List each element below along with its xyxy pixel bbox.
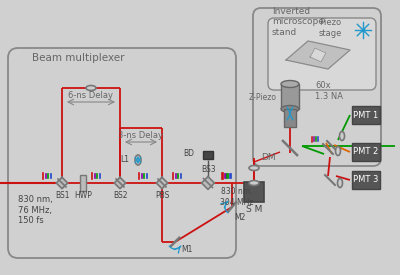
- Ellipse shape: [249, 180, 259, 186]
- Ellipse shape: [281, 106, 299, 112]
- Bar: [284, 109, 296, 127]
- Text: BS3: BS3: [202, 164, 216, 174]
- Ellipse shape: [338, 178, 342, 188]
- Bar: [352, 106, 380, 124]
- Bar: [352, 143, 380, 161]
- Bar: [352, 171, 380, 189]
- Ellipse shape: [86, 86, 96, 90]
- Polygon shape: [56, 177, 68, 189]
- FancyBboxPatch shape: [268, 18, 376, 90]
- Text: 6-ns Delay: 6-ns Delay: [68, 90, 114, 100]
- Text: PMT 3: PMT 3: [353, 175, 379, 185]
- Text: Z-Piezo: Z-Piezo: [249, 92, 277, 101]
- Polygon shape: [202, 177, 214, 189]
- Text: Inverted
microscope
stand: Inverted microscope stand: [272, 7, 324, 37]
- Polygon shape: [310, 48, 326, 62]
- Text: BS1: BS1: [55, 191, 69, 200]
- Text: L1: L1: [120, 155, 129, 164]
- Text: 3-ns Delay: 3-ns Delay: [118, 131, 164, 139]
- Text: PBS: PBS: [155, 191, 169, 200]
- Ellipse shape: [281, 81, 299, 87]
- Polygon shape: [114, 177, 126, 189]
- Text: HWP: HWP: [74, 191, 92, 200]
- Text: M1: M1: [181, 246, 193, 254]
- Bar: [203, 151, 213, 159]
- Text: BS2: BS2: [113, 191, 127, 200]
- Text: 60x
1.3 NA: 60x 1.3 NA: [315, 81, 343, 101]
- Text: 830 nm,
304 MHz: 830 nm, 304 MHz: [220, 187, 254, 207]
- Bar: [281, 84, 299, 109]
- Text: M2: M2: [234, 213, 246, 221]
- Text: PMT 2: PMT 2: [353, 147, 379, 156]
- Text: S M: S M: [246, 205, 262, 215]
- Bar: [80, 175, 86, 191]
- Polygon shape: [156, 177, 168, 189]
- Ellipse shape: [340, 131, 344, 141]
- Text: Piezo
stage: Piezo stage: [318, 18, 342, 38]
- Text: Beam multiplexer: Beam multiplexer: [32, 53, 124, 63]
- Ellipse shape: [336, 147, 340, 155]
- Polygon shape: [286, 41, 350, 69]
- Text: 830 nm,
76 MHz,
150 fs: 830 nm, 76 MHz, 150 fs: [18, 195, 53, 225]
- Bar: [244, 182, 264, 202]
- Text: PMT 1: PMT 1: [353, 111, 379, 120]
- Ellipse shape: [135, 155, 141, 165]
- Text: BD: BD: [183, 150, 194, 158]
- Ellipse shape: [249, 166, 259, 170]
- Text: DM: DM: [261, 153, 275, 163]
